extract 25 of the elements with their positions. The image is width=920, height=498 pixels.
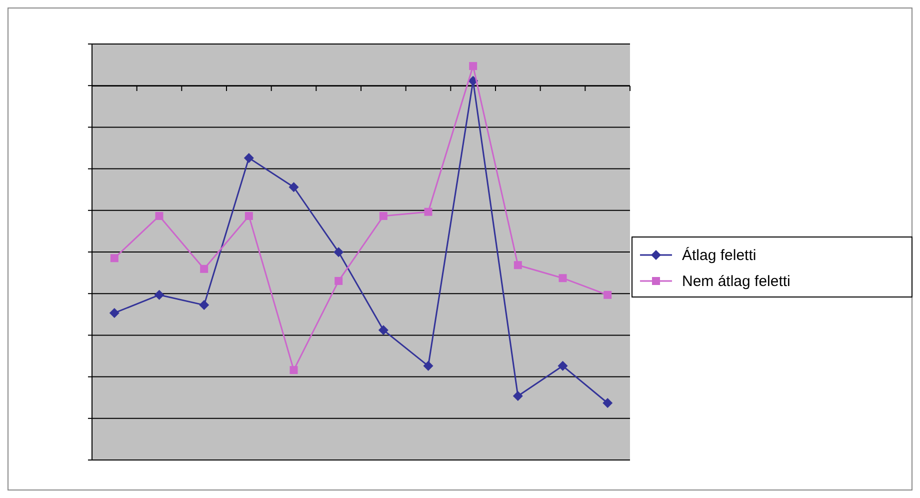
point	[558, 274, 567, 282]
point	[110, 254, 118, 262]
point	[154, 290, 164, 300]
point	[155, 212, 164, 220]
legend-label: Nem átlag feletti	[682, 273, 790, 290]
point	[514, 261, 522, 270]
point	[199, 300, 210, 310]
point	[244, 152, 254, 163]
point	[109, 308, 120, 318]
point	[334, 276, 343, 285]
point	[244, 212, 253, 220]
point	[288, 182, 299, 192]
point	[558, 360, 568, 371]
point	[604, 290, 612, 299]
point	[378, 325, 388, 336]
point	[423, 360, 434, 371]
point	[469, 62, 478, 70]
point	[424, 208, 432, 216]
point	[200, 264, 208, 273]
legend-label: Átlag feletti	[682, 246, 756, 264]
point	[512, 391, 523, 402]
point	[602, 398, 613, 408]
point	[290, 366, 298, 374]
point	[334, 247, 344, 258]
point	[379, 212, 388, 220]
